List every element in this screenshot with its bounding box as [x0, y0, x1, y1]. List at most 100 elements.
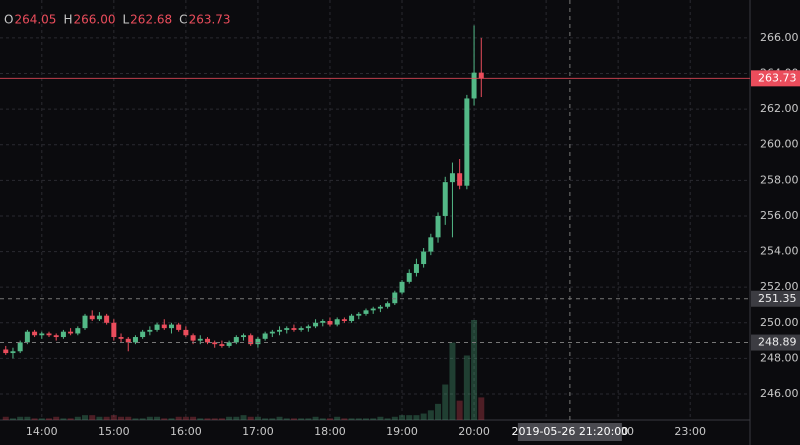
volume-bar	[427, 410, 434, 420]
candle-body	[269, 331, 275, 334]
volume-bar	[478, 397, 485, 420]
candle-body	[32, 331, 38, 336]
volume-bar	[60, 418, 67, 420]
candle-body	[53, 335, 59, 338]
volume-bar	[449, 342, 456, 420]
candle-body	[349, 315, 355, 322]
x-tick-label: 20:00	[458, 425, 490, 438]
volume-bar	[298, 418, 305, 420]
volume-bar	[31, 418, 38, 420]
candle-body	[449, 173, 455, 183]
volume-bar	[391, 416, 398, 420]
y-tick-label: 258.00	[760, 173, 799, 186]
y-tick-label: 246.00	[760, 387, 799, 400]
volume-bar	[103, 416, 110, 420]
volume-bar	[305, 418, 312, 420]
candle-body	[435, 215, 441, 238]
volume-bar	[197, 418, 204, 420]
candle-body	[3, 349, 9, 354]
candle-body	[183, 329, 189, 336]
last-price-box	[751, 70, 800, 87]
y-tick-label: 256.00	[760, 209, 799, 222]
candle-body	[68, 331, 74, 334]
volume-bar	[9, 418, 16, 420]
candle-body	[154, 324, 160, 330]
candle-body	[204, 338, 210, 343]
candle-body	[284, 328, 290, 330]
candle-body	[219, 344, 225, 346]
volume-bar	[82, 415, 89, 420]
volume-bar	[110, 415, 117, 420]
candle-body	[471, 72, 477, 99]
volume-bar	[384, 418, 391, 420]
volume-bar	[45, 418, 52, 420]
candle-body	[341, 319, 347, 322]
candle-body	[132, 337, 138, 343]
candle-body	[233, 337, 239, 343]
candle-body	[24, 331, 30, 343]
candle-body	[17, 342, 23, 352]
price-marker-label: 248.89	[758, 336, 797, 349]
price-marker-label: 251.35	[758, 292, 797, 305]
candle-body	[168, 324, 174, 329]
volume-bar	[146, 416, 153, 420]
volume-bar	[118, 416, 125, 420]
candle-body	[104, 315, 110, 323]
candle-body	[457, 173, 463, 186]
candle-body	[190, 335, 196, 341]
volume-bar	[413, 415, 420, 420]
volume-bar	[211, 418, 218, 420]
volume-bar	[348, 418, 355, 420]
crosshair-time-label: 2019-05-26 21:20:00	[511, 425, 628, 438]
candle-body	[197, 338, 203, 341]
ohlc-value: 262.68	[130, 13, 172, 27]
volume-bar	[125, 416, 132, 420]
volume-bar	[154, 416, 161, 420]
ohlc-value: 263.73	[189, 13, 231, 27]
y-tick-label: 250.00	[760, 316, 799, 329]
volume-bar	[463, 355, 470, 420]
volume-bar	[254, 416, 261, 420]
x-tick-label: 23:00	[674, 425, 706, 438]
candle-body	[226, 342, 232, 346]
volume-bar	[319, 418, 326, 420]
volume-bar	[67, 418, 74, 420]
x-tick-label: 16:00	[170, 425, 202, 438]
y-tick-label: 260.00	[760, 138, 799, 151]
volume-bar	[233, 416, 240, 420]
volume-bar	[218, 418, 225, 420]
volume-bar	[312, 416, 319, 420]
volume-bar	[132, 418, 139, 420]
volume-bar	[269, 418, 276, 420]
volume-bar	[139, 418, 146, 420]
volume-bar	[247, 416, 254, 420]
volume-bar	[38, 418, 45, 420]
volume-bar	[420, 413, 427, 420]
candle-body	[334, 319, 340, 325]
y-tick-label: 248.00	[760, 351, 799, 364]
candle-body	[118, 337, 124, 339]
volume-bar	[161, 418, 168, 420]
candle-body	[125, 338, 131, 343]
candle-body	[399, 281, 405, 293]
volume-bar	[17, 416, 24, 420]
volume-bar	[456, 400, 463, 420]
last-price-label: 263.73	[758, 71, 797, 84]
candle-body	[305, 326, 311, 329]
ohlc-key: H	[63, 13, 72, 27]
candle-body	[370, 308, 376, 311]
ohlc-key: L	[122, 13, 129, 27]
candle-body	[392, 292, 398, 304]
volume-bar	[226, 416, 233, 420]
volume-bar	[283, 418, 290, 420]
price-marker-box	[751, 290, 800, 307]
volume-bar	[168, 418, 175, 420]
y-tick-label: 262.00	[760, 102, 799, 115]
volume-bar	[341, 418, 348, 420]
candle-body	[320, 321, 326, 323]
candle-body	[60, 331, 66, 338]
candle-body	[478, 72, 484, 79]
candle-body	[82, 315, 88, 329]
candle-body	[39, 333, 45, 336]
